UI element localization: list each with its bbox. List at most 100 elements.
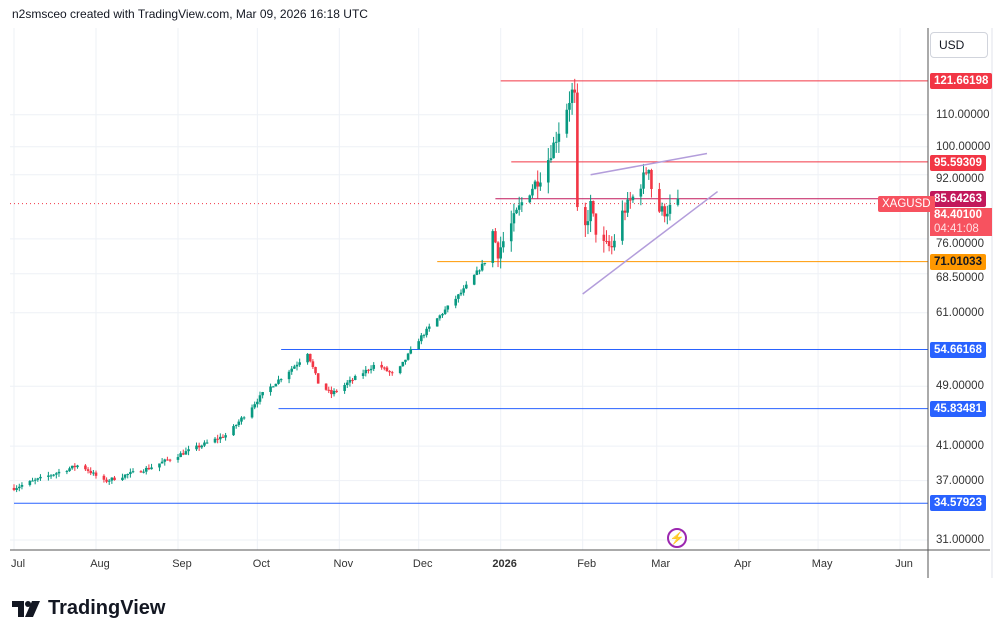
- candle-body: [197, 445, 201, 448]
- time-tick: 2026: [492, 558, 517, 570]
- candle-body: [478, 270, 481, 272]
- candle-body: [73, 465, 77, 468]
- candle-body: [602, 234, 606, 241]
- candle-body: [475, 270, 479, 275]
- candle-body: [68, 468, 71, 472]
- candle-body: [113, 477, 116, 481]
- candle-body: [237, 421, 241, 425]
- price-tick: 37.00000: [936, 474, 984, 487]
- candle-body: [621, 210, 624, 241]
- candle-body: [47, 475, 50, 477]
- candle-body: [367, 369, 370, 371]
- candle-body: [607, 241, 611, 247]
- price-tick: 31.00000: [936, 534, 984, 546]
- candle-body: [158, 463, 161, 468]
- candle-body: [626, 199, 629, 213]
- candle-body: [385, 367, 389, 372]
- candle-body: [552, 142, 555, 159]
- candle-body: [584, 207, 587, 226]
- candle-body: [311, 361, 315, 368]
- candle-body: [528, 195, 532, 203]
- candle-body: [668, 204, 672, 214]
- candle-body: [308, 353, 312, 362]
- candle-body: [509, 223, 513, 242]
- last-price-label: 84.40100 04:41:08: [930, 207, 992, 236]
- level-label: 85.64263: [930, 190, 986, 207]
- candle-body: [364, 369, 368, 374]
- candle-body: [253, 404, 256, 408]
- candle-body: [129, 472, 132, 475]
- candle-body: [20, 484, 24, 487]
- candle-body: [533, 181, 537, 189]
- candle-body: [224, 435, 227, 438]
- candle-body: [435, 318, 439, 327]
- candle-body: [539, 182, 542, 187]
- candle-body: [515, 209, 518, 214]
- candle-body: [92, 472, 95, 474]
- candle-body: [176, 457, 180, 460]
- time-tick: Dec: [412, 558, 433, 570]
- attribution-header: n2smsceo created with TradingView.com, M…: [12, 7, 368, 21]
- candle-body: [517, 205, 521, 210]
- trendline: [582, 190, 719, 295]
- candle-body: [261, 392, 264, 396]
- time-tick: Feb: [577, 558, 597, 570]
- candle-body: [163, 459, 167, 462]
- candle-body: [647, 169, 651, 174]
- candle-body: [271, 386, 275, 388]
- candle-body: [361, 373, 365, 377]
- candle-body: [438, 315, 442, 319]
- candle-body: [464, 284, 468, 289]
- candle-body: [676, 198, 680, 205]
- candle-body: [642, 172, 645, 189]
- candle-body: [546, 160, 550, 183]
- candle-body: [417, 341, 420, 350]
- candle-body: [499, 247, 502, 259]
- candle-body: [388, 371, 391, 373]
- candle-body: [570, 89, 574, 103]
- candle-body: [406, 353, 410, 360]
- candle-body: [660, 206, 664, 212]
- candle-body: [150, 467, 153, 470]
- price-chart[interactable]: [0, 0, 1005, 590]
- candle-body: [623, 210, 627, 213]
- candle-body: [279, 379, 283, 381]
- candle-body: [658, 188, 661, 212]
- time-tick: Jul: [10, 558, 26, 570]
- candle-body: [76, 465, 79, 468]
- lightning-icon[interactable]: ⚡: [667, 528, 687, 548]
- trendline: [590, 152, 708, 176]
- candle-body: [295, 364, 299, 367]
- candle-body: [306, 353, 309, 363]
- candle-body: [89, 470, 93, 474]
- candle-body: [639, 188, 643, 197]
- candle-body: [345, 382, 349, 386]
- candle-body: [57, 471, 61, 474]
- time-tick: May: [811, 558, 833, 570]
- candle-body: [84, 465, 87, 470]
- candle-body: [102, 475, 106, 480]
- candle-body: [644, 172, 648, 174]
- currency-button[interactable]: USD: [930, 32, 988, 58]
- candle-body: [380, 364, 383, 368]
- symbol-label: XAGUSD: [878, 195, 935, 212]
- candle-body: [404, 359, 407, 362]
- candle-body: [443, 309, 447, 314]
- candle-body: [591, 201, 595, 214]
- candle-body: [205, 442, 209, 444]
- tradingview-logo[interactable]: TradingView: [12, 597, 165, 620]
- candle-body: [240, 417, 243, 422]
- candle-body: [110, 477, 114, 481]
- candle-body: [187, 449, 190, 452]
- candle-body: [420, 335, 423, 342]
- candle-body: [502, 241, 505, 248]
- candle-body: [462, 288, 465, 293]
- candle-body: [234, 424, 238, 427]
- candle-body: [480, 263, 484, 271]
- candle-body: [232, 426, 235, 436]
- candle-body: [390, 372, 394, 374]
- candle-body: [147, 467, 151, 470]
- candle-body: [219, 436, 222, 440]
- candle-body: [383, 367, 386, 369]
- candle-body: [531, 188, 534, 196]
